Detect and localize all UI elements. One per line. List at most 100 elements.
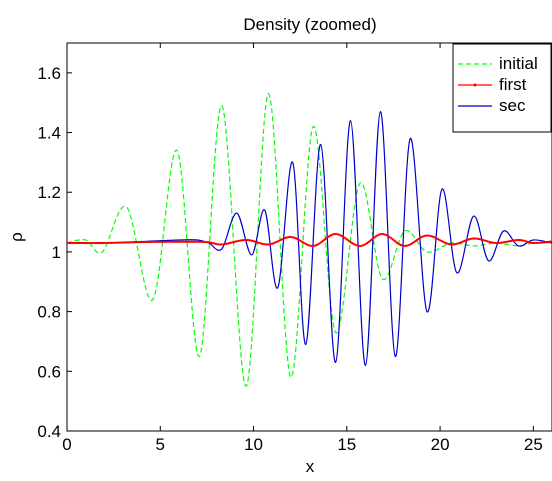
series-point xyxy=(166,240,169,243)
series-point xyxy=(470,237,474,240)
series-point xyxy=(89,241,93,245)
series-point xyxy=(197,240,200,243)
series-point xyxy=(179,240,182,243)
series-point xyxy=(128,241,131,244)
series-point xyxy=(181,240,184,243)
series-point xyxy=(195,240,198,243)
series-point xyxy=(514,239,518,242)
series-point xyxy=(184,240,187,243)
series-point xyxy=(67,241,70,245)
series-point xyxy=(141,240,144,244)
series-point xyxy=(546,240,549,244)
series-point xyxy=(310,244,313,248)
legend-label-initial: initial xyxy=(499,54,538,73)
series-point xyxy=(245,238,249,242)
series-point xyxy=(494,241,497,245)
series-point xyxy=(203,240,206,244)
series-markers-first xyxy=(67,232,552,248)
series-point xyxy=(171,240,174,243)
x-tick-label: 0 xyxy=(62,435,71,454)
series-point xyxy=(78,241,81,245)
series-point xyxy=(544,241,548,244)
x-axis: 0 5 10 15 20 25 xyxy=(62,43,543,454)
series-point xyxy=(474,237,477,240)
series-point xyxy=(163,240,166,243)
series-point xyxy=(334,232,337,236)
series-point xyxy=(131,241,134,244)
series-point xyxy=(536,241,540,244)
series-point xyxy=(472,237,475,240)
series-point xyxy=(69,241,72,245)
series-point xyxy=(99,241,102,245)
legend-marker-first xyxy=(473,83,477,87)
series-point xyxy=(109,241,112,244)
chart-title: Density (zoomed) xyxy=(243,15,376,34)
series-point xyxy=(125,241,128,244)
series-point xyxy=(425,234,428,237)
series-point xyxy=(77,241,80,245)
series-point xyxy=(174,240,177,243)
series-point xyxy=(70,241,73,245)
series-point xyxy=(242,238,245,242)
series-point xyxy=(201,240,205,243)
series-point xyxy=(548,240,551,243)
series-point xyxy=(173,240,176,243)
series-point xyxy=(123,241,126,244)
series-point xyxy=(516,238,519,242)
series-point xyxy=(176,240,179,243)
series-point xyxy=(94,241,97,245)
series-point xyxy=(451,243,454,246)
x-tick-label: 20 xyxy=(431,435,450,454)
series-point xyxy=(193,240,197,243)
series-point xyxy=(142,240,145,244)
series-point xyxy=(88,241,91,245)
series-point xyxy=(358,244,361,248)
series-point xyxy=(153,240,157,243)
series-point xyxy=(241,239,244,242)
series-point xyxy=(190,240,193,243)
series-point xyxy=(107,241,110,244)
series-point xyxy=(86,241,89,245)
series-point xyxy=(541,241,544,244)
series-point xyxy=(150,240,153,244)
series-point xyxy=(149,240,152,244)
series-point xyxy=(182,240,185,243)
series-layer xyxy=(67,93,552,387)
series-point xyxy=(219,243,222,246)
x-tick-label: 25 xyxy=(524,435,543,454)
series-point xyxy=(101,241,104,245)
series-point xyxy=(126,241,129,244)
series-point xyxy=(129,241,133,244)
y-tick-label: 1 xyxy=(52,243,61,262)
series-point xyxy=(288,235,291,239)
series-point xyxy=(169,240,173,243)
series-point xyxy=(266,243,269,246)
series-point xyxy=(492,241,495,244)
series-point xyxy=(133,241,136,244)
series-point xyxy=(165,240,168,243)
series-point xyxy=(287,236,290,239)
series-point xyxy=(96,241,99,245)
y-tick-label: 1.4 xyxy=(37,124,61,143)
series-point xyxy=(549,240,552,243)
series-line-sec xyxy=(67,111,552,366)
series-point xyxy=(155,240,158,243)
series-point xyxy=(205,240,208,244)
y-tick-label: 0.8 xyxy=(37,303,61,322)
series-point xyxy=(91,241,94,245)
x-tick-label: 10 xyxy=(244,435,263,454)
series-point xyxy=(105,241,109,245)
series-point xyxy=(137,241,141,244)
series-point xyxy=(168,240,171,243)
legend: initial first sec xyxy=(452,43,552,133)
y-axis: 0.4 0.6 0.8 1 1.2 1.4 1.6 xyxy=(37,64,72,441)
series-point xyxy=(158,240,161,243)
series-point xyxy=(449,243,452,246)
legend-box xyxy=(452,43,552,133)
series-point xyxy=(139,240,142,244)
series-point xyxy=(136,241,139,244)
series-point xyxy=(543,241,546,244)
series-point xyxy=(93,241,96,245)
series-point xyxy=(161,240,165,243)
